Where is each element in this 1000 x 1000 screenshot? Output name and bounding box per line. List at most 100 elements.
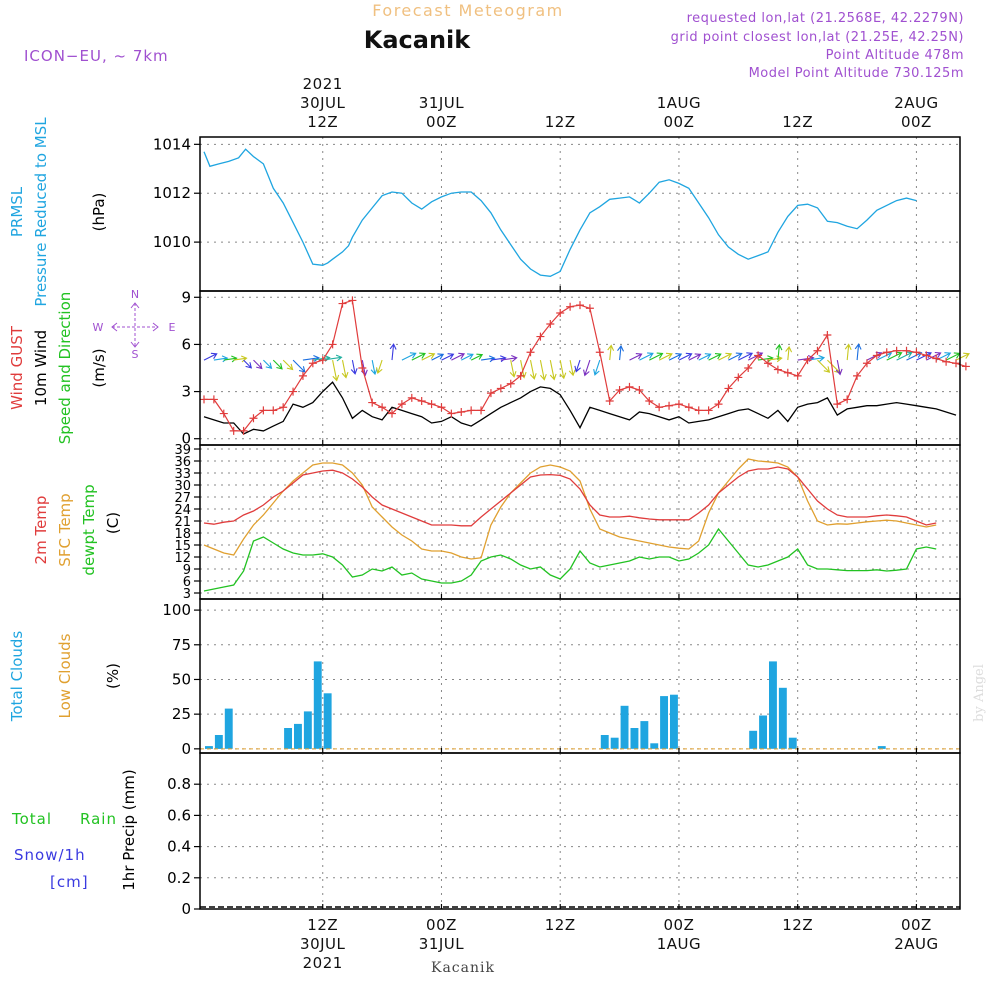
- gust-marker: [585, 304, 594, 313]
- wind-arrow: [253, 359, 263, 370]
- wind-arrow: [668, 353, 683, 361]
- compass-west: W: [93, 321, 104, 334]
- precip-panel: 0 0.2 0.4 0.6 0.8 Total Rain Snow/1h [cm] 1h…: [11, 752, 961, 918]
- wind-arrow: [470, 353, 484, 361]
- wind-label-10m: 10m Wind: [32, 330, 50, 406]
- wind-arrow: [854, 343, 862, 361]
- wind-arrow: [688, 353, 702, 361]
- wind-arrow: [708, 353, 722, 361]
- total-cloud-bar: [749, 730, 758, 749]
- y-tick-label: 0: [181, 430, 191, 448]
- compass-rose: N S E W: [93, 288, 176, 361]
- compass-east: E: [169, 321, 176, 334]
- clouds-label-total: Total Clouds: [8, 631, 26, 723]
- clouds-bars: [200, 661, 960, 750]
- wind-arrow: [617, 344, 624, 361]
- watermark: by Angel: [972, 664, 987, 722]
- y-tick-label: 1014: [153, 135, 191, 153]
- gust-marker: [328, 340, 337, 349]
- compass-north: N: [131, 288, 139, 301]
- location-title: Kacanik: [364, 26, 472, 54]
- total-cloud-bar: [620, 705, 629, 749]
- gust-marker: [912, 348, 921, 357]
- gust-marker: [467, 406, 476, 415]
- total-cloud-bar: [205, 746, 213, 749]
- wind-gust-line: [204, 299, 967, 432]
- gust-marker: [605, 397, 614, 405]
- gust-marker: [348, 296, 357, 305]
- wind-arrow: [441, 353, 455, 361]
- gust-marker: [269, 406, 278, 415]
- wind-arrow: [481, 355, 496, 363]
- precip-frame: [199, 752, 961, 910]
- gust-marker: [318, 356, 327, 365]
- info-requested: requested lon,lat (21.2568E, 42.2279N): [687, 11, 964, 26]
- temp-2m-line: [203, 466, 937, 527]
- pressure-label-prmsl: PRMSL: [8, 186, 26, 237]
- total-cloud-bar: [303, 711, 312, 749]
- pressure-line: [203, 148, 917, 277]
- gust-marker: [219, 409, 228, 418]
- total-cloud-bar: [294, 723, 302, 749]
- gust-marker: [902, 346, 911, 355]
- gust-marker: [665, 401, 674, 410]
- gust-marker: [407, 393, 416, 402]
- y-tick-label: 12: [174, 551, 191, 566]
- top-time-label: 1AUG: [657, 94, 701, 112]
- total-cloud-bar: [640, 721, 649, 749]
- y-tick-label: 9: [181, 288, 191, 306]
- gust-marker: [734, 373, 743, 382]
- total-cloud-bar: [660, 696, 668, 749]
- y-tick-label: 1010: [153, 233, 191, 251]
- gust-marker: [793, 371, 802, 380]
- model-label: ICON−EU, ~ 7km: [24, 47, 169, 65]
- pressure-frame: [199, 136, 961, 292]
- gust-marker: [576, 301, 584, 310]
- gust-marker: [506, 379, 515, 388]
- precip-label-rain: Rain: [80, 810, 117, 828]
- wind-label-direction: Speed and Direction: [56, 292, 74, 445]
- wind-arrow: [568, 359, 576, 377]
- gust-marker: [704, 406, 713, 415]
- gust-marker: [239, 426, 248, 435]
- wind-arrow: [461, 353, 474, 361]
- wind-arrow: [282, 359, 294, 371]
- wind-arrow: [926, 351, 942, 361]
- y-tick-label: 0.2: [167, 869, 191, 887]
- y-tick-label: 3: [183, 587, 191, 602]
- gust-marker: [922, 351, 931, 360]
- wind-arrow: [758, 355, 774, 363]
- gust-marker: [308, 359, 317, 368]
- gust-marker: [229, 426, 238, 435]
- bottom-time-label: 1AUG: [657, 935, 701, 953]
- precip-y-ticks: 0 0.2 0.4 0.6 0.8: [167, 775, 918, 918]
- wind-arrow: [263, 359, 273, 370]
- total-cloud-bar: [670, 694, 678, 749]
- gust-marker: [714, 400, 723, 409]
- compass-cross-icon: [111, 302, 159, 348]
- info-gridpoint: grid point closest lon,lat (21.25E, 42.2…: [671, 30, 964, 45]
- gust-marker: [397, 400, 406, 409]
- precip-label-cm: [cm]: [50, 873, 89, 891]
- super-title: Forecast Meteogram: [372, 1, 563, 20]
- y-tick-label: 30: [174, 479, 191, 494]
- wind-arrow: [844, 343, 852, 361]
- y-tick-label: 100: [162, 601, 191, 619]
- bottom-time-label: 2AUG: [894, 935, 938, 953]
- gust-marker: [298, 371, 307, 380]
- precip-grid: [200, 753, 960, 910]
- wind-arrow: [629, 353, 643, 361]
- wind-arrow: [375, 359, 383, 374]
- wind-arrow: [835, 359, 843, 376]
- gust-marker: [655, 403, 664, 412]
- wind-arrow: [886, 351, 903, 361]
- wind-arrow: [817, 359, 831, 373]
- clouds-label-low: Low Clouds: [56, 633, 74, 718]
- wind-arrow: [411, 352, 426, 361]
- clouds-unit: (%): [104, 663, 122, 689]
- bottom-time-label: 12Z: [545, 916, 576, 934]
- gust-marker: [684, 403, 693, 412]
